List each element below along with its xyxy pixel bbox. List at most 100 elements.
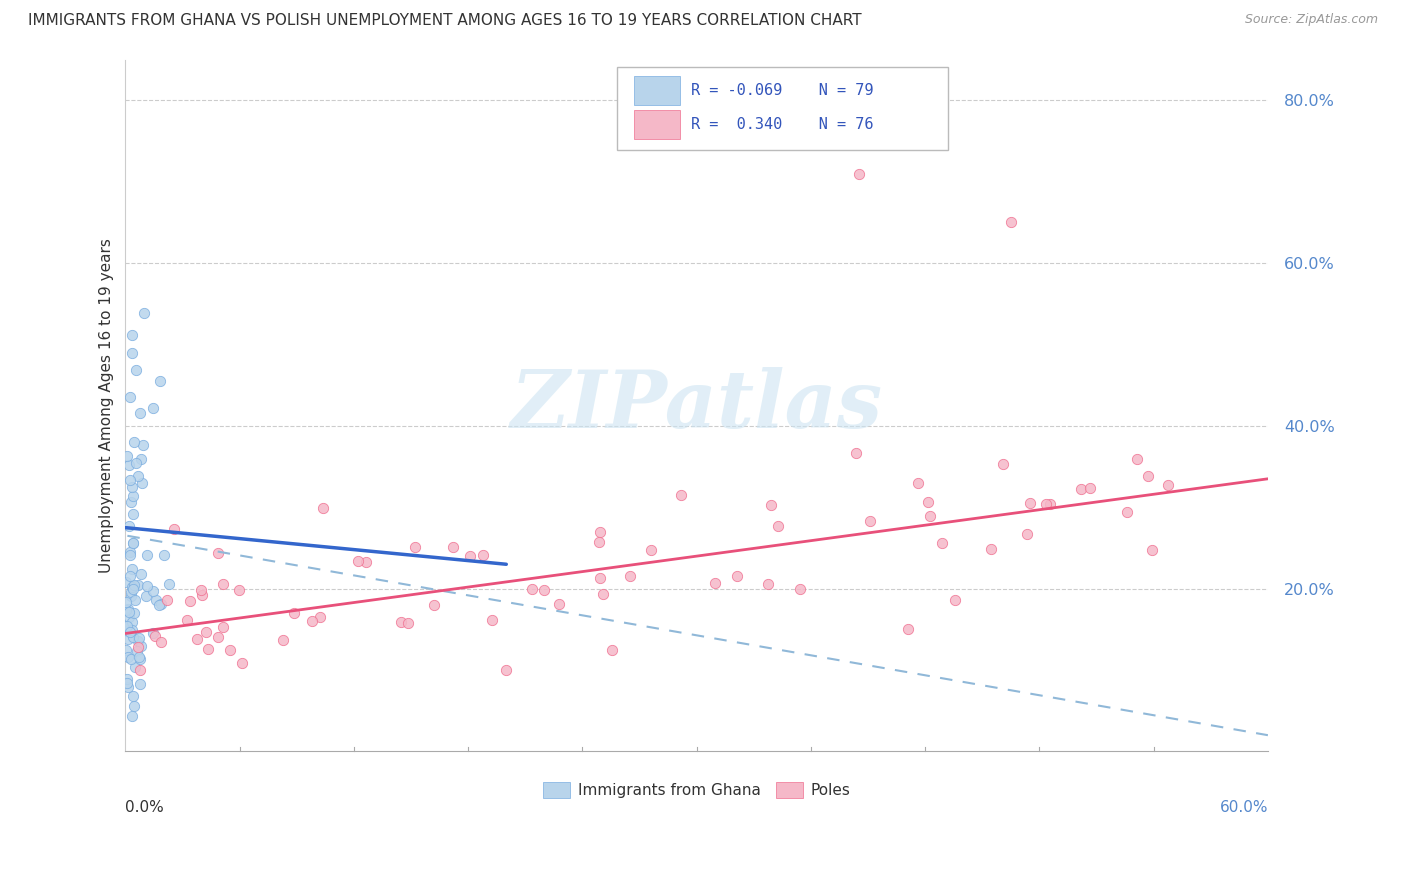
Point xyxy=(115,672,138,686)
Point xyxy=(354,555,377,569)
Point xyxy=(1140,542,1163,557)
Point xyxy=(115,602,138,616)
Point xyxy=(135,548,157,562)
Point xyxy=(283,606,305,620)
Point xyxy=(121,328,143,343)
Point xyxy=(124,659,146,673)
Point xyxy=(1116,505,1139,519)
Point xyxy=(458,549,481,563)
Point xyxy=(1038,497,1060,511)
Point xyxy=(122,578,145,592)
Point xyxy=(122,582,145,596)
Point xyxy=(176,613,198,627)
Point xyxy=(704,576,727,591)
Point xyxy=(148,598,170,612)
Point xyxy=(271,632,294,647)
Point xyxy=(619,568,641,582)
Point xyxy=(122,606,145,620)
Point xyxy=(129,640,152,654)
Point xyxy=(1018,496,1040,510)
Point xyxy=(207,630,229,644)
Y-axis label: Unemployment Among Ages 16 to 19 years: Unemployment Among Ages 16 to 19 years xyxy=(100,238,114,573)
Point xyxy=(117,680,139,694)
Point xyxy=(789,582,811,596)
Point xyxy=(589,525,612,540)
Point xyxy=(132,306,155,320)
Point xyxy=(145,593,167,607)
Point xyxy=(150,597,173,611)
Point xyxy=(1157,477,1180,491)
Point xyxy=(127,640,149,654)
Point xyxy=(207,546,229,560)
Point xyxy=(118,625,141,640)
Point xyxy=(141,584,163,599)
Point xyxy=(389,615,412,630)
Point xyxy=(122,489,145,503)
Text: ZIPatlas: ZIPatlas xyxy=(510,367,883,444)
Point xyxy=(125,644,148,658)
Point xyxy=(120,585,142,599)
Point xyxy=(120,569,142,583)
Point xyxy=(547,597,569,611)
Point xyxy=(149,635,172,649)
Point xyxy=(125,363,148,377)
Point xyxy=(120,495,142,509)
Point xyxy=(312,501,335,516)
Point xyxy=(121,623,143,637)
Point xyxy=(142,625,165,640)
Point xyxy=(163,522,186,536)
Point xyxy=(115,575,138,590)
Point xyxy=(118,390,141,404)
FancyBboxPatch shape xyxy=(617,67,948,150)
Point xyxy=(131,452,153,467)
Point xyxy=(848,167,870,181)
Point xyxy=(980,541,1002,556)
Point xyxy=(118,458,141,473)
Point xyxy=(115,619,138,633)
Point xyxy=(920,509,942,524)
Point xyxy=(122,630,145,644)
Point xyxy=(115,676,138,690)
Point xyxy=(118,473,141,487)
Point xyxy=(1035,497,1057,511)
Point xyxy=(179,594,201,608)
Point xyxy=(301,614,323,628)
Point xyxy=(190,583,212,598)
Point xyxy=(917,495,939,509)
Text: R = -0.069    N = 79: R = -0.069 N = 79 xyxy=(690,83,873,97)
Point xyxy=(1017,527,1039,541)
Legend: Immigrants from Ghana, Poles: Immigrants from Ghana, Poles xyxy=(534,775,859,806)
Point xyxy=(121,561,143,575)
Point xyxy=(231,657,253,671)
Point xyxy=(1136,469,1159,483)
Point xyxy=(121,346,143,360)
Point xyxy=(142,401,165,415)
Point xyxy=(190,588,212,602)
Point xyxy=(122,689,145,703)
Point xyxy=(907,476,929,491)
Point xyxy=(931,535,953,549)
Point xyxy=(129,677,152,691)
Point xyxy=(129,406,152,420)
Point xyxy=(640,542,662,557)
Point xyxy=(152,548,174,562)
Point xyxy=(592,586,614,600)
Text: R =  0.340    N = 76: R = 0.340 N = 76 xyxy=(690,117,873,132)
Point xyxy=(533,583,555,598)
Point xyxy=(136,579,159,593)
Point xyxy=(1080,482,1102,496)
Point xyxy=(859,514,882,528)
Point xyxy=(120,652,142,666)
Point xyxy=(129,567,152,582)
FancyBboxPatch shape xyxy=(634,110,679,139)
Point xyxy=(121,507,143,521)
Point xyxy=(122,435,145,450)
Point xyxy=(600,643,623,657)
Point xyxy=(115,449,138,463)
Text: 0.0%: 0.0% xyxy=(125,800,165,815)
Point xyxy=(481,613,503,627)
Point xyxy=(495,663,517,677)
Point xyxy=(115,618,138,632)
Point xyxy=(157,577,180,591)
Point xyxy=(1126,452,1149,467)
